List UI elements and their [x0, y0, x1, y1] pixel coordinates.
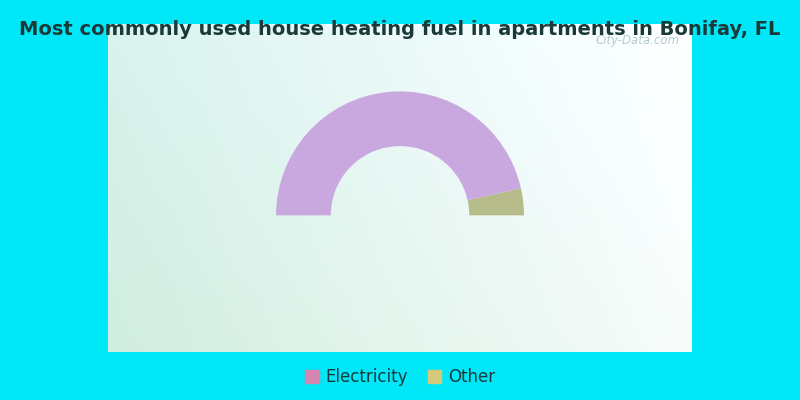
- Wedge shape: [276, 92, 521, 215]
- Text: Most commonly used house heating fuel in apartments in Bonifay, FL: Most commonly used house heating fuel in…: [19, 20, 781, 39]
- Legend: Electricity, Other: Electricity, Other: [302, 365, 498, 390]
- Text: City-Data.com: City-Data.com: [596, 34, 680, 47]
- Wedge shape: [467, 188, 524, 215]
